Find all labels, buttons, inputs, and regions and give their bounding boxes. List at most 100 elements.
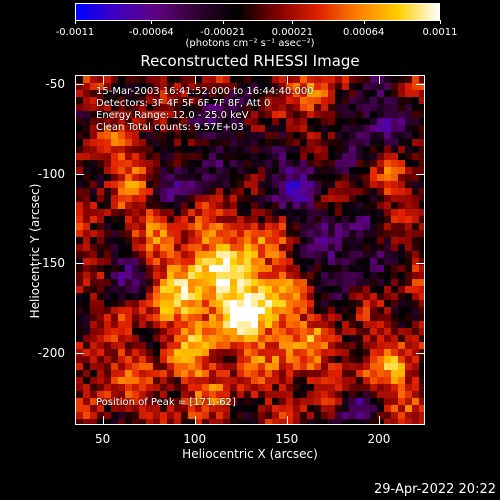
image-pixel <box>405 419 413 424</box>
image-pixel <box>188 272 196 280</box>
image-pixel <box>167 230 175 238</box>
image-pixel <box>377 97 385 105</box>
image-pixel <box>223 195 231 203</box>
image-pixel <box>167 349 175 357</box>
image-pixel <box>237 181 245 189</box>
image-pixel <box>321 384 329 392</box>
image-pixel <box>188 188 196 196</box>
image-pixel <box>405 104 413 112</box>
image-pixel <box>279 118 287 126</box>
image-pixel <box>111 132 119 140</box>
image-pixel <box>363 342 371 350</box>
image-pixel <box>76 293 84 301</box>
image-pixel <box>118 314 126 322</box>
image-pixel <box>307 363 315 371</box>
image-pixel <box>377 265 385 273</box>
colorbar-tick-label: 0.00064 <box>342 27 385 38</box>
image-pixel <box>209 209 217 217</box>
image-pixel <box>398 328 406 336</box>
image-pixel <box>153 258 161 266</box>
image-pixel <box>314 286 322 294</box>
image-pixel <box>132 265 140 273</box>
image-pixel <box>384 118 392 126</box>
image-pixel <box>174 391 182 399</box>
image-pixel <box>349 188 357 196</box>
image-pixel <box>279 363 287 371</box>
image-pixel <box>405 314 413 322</box>
image-pixel <box>370 412 378 420</box>
image-pixel <box>419 328 424 336</box>
image-pixel <box>391 90 399 98</box>
image-pixel <box>419 398 424 406</box>
image-pixel <box>223 244 231 252</box>
image-pixel <box>181 223 189 231</box>
image-pixel <box>356 139 364 147</box>
image-pixel <box>258 181 266 189</box>
image-pixel <box>195 90 203 98</box>
image-pixel <box>335 377 343 385</box>
image-pixel <box>349 167 357 175</box>
image-pixel <box>363 244 371 252</box>
image-pixel <box>223 314 231 322</box>
image-pixel <box>174 132 182 140</box>
image-pixel <box>342 363 350 371</box>
image-pixel <box>97 160 105 168</box>
image-pixel <box>391 307 399 315</box>
image-pixel <box>293 307 301 315</box>
image-pixel <box>202 160 210 168</box>
image-pixel <box>139 125 147 133</box>
image-pixel <box>412 293 420 301</box>
image-pixel <box>349 342 357 350</box>
image-pixel <box>321 90 329 98</box>
image-pixel <box>90 279 98 287</box>
image-pixel <box>307 181 315 189</box>
image-pixel <box>265 251 273 259</box>
image-pixel <box>265 76 273 84</box>
image-pixel <box>265 286 273 294</box>
image-pixel <box>300 251 308 259</box>
image-pixel <box>384 391 392 399</box>
image-pixel <box>195 195 203 203</box>
image-pixel <box>314 237 322 245</box>
image-pixel <box>349 195 357 203</box>
image-pixel <box>230 251 238 259</box>
image-pixel <box>230 76 238 84</box>
image-pixel <box>167 405 175 413</box>
image-pixel <box>146 286 154 294</box>
image-pixel <box>139 174 147 182</box>
image-pixel <box>153 195 161 203</box>
image-pixel <box>251 419 259 424</box>
image-pixel <box>244 300 252 308</box>
image-pixel <box>314 335 322 343</box>
image-pixel <box>398 342 406 350</box>
image-pixel <box>405 90 413 98</box>
image-pixel <box>300 272 308 280</box>
image-pixel <box>342 293 350 301</box>
image-pixel <box>188 97 196 105</box>
image-pixel <box>153 391 161 399</box>
image-pixel <box>363 216 371 224</box>
image-pixel <box>146 405 154 413</box>
image-pixel <box>279 398 287 406</box>
image-pixel <box>237 321 245 329</box>
image-pixel <box>174 202 182 210</box>
image-pixel <box>377 195 385 203</box>
image-pixel <box>153 223 161 231</box>
image-pixel <box>160 314 168 322</box>
image-pixel <box>181 76 189 84</box>
image-pixel <box>349 405 357 413</box>
image-pixel <box>419 174 424 182</box>
image-pixel <box>307 230 315 238</box>
image-pixel <box>293 90 301 98</box>
image-pixel <box>384 286 392 294</box>
image-pixel <box>139 377 147 385</box>
image-pixel <box>167 335 175 343</box>
image-pixel <box>363 146 371 154</box>
image-pixel <box>188 202 196 210</box>
image-pixel <box>216 342 224 350</box>
image-pixel <box>132 83 140 91</box>
image-pixel <box>405 272 413 280</box>
image-pixel <box>321 251 329 259</box>
image-pixel <box>307 384 315 392</box>
image-pixel <box>377 160 385 168</box>
